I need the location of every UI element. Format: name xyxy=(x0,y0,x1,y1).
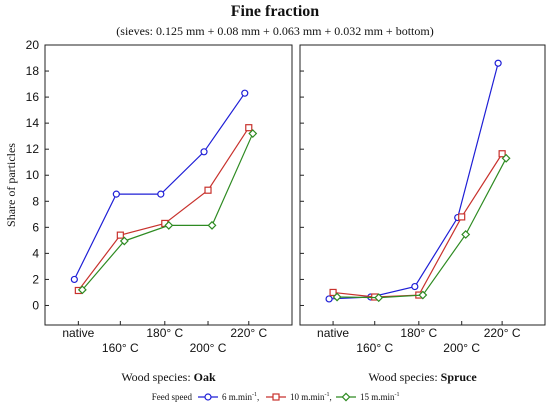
y-tick-label: 4 xyxy=(32,246,39,260)
data-point xyxy=(245,124,253,132)
y-tick-label: 18 xyxy=(26,64,40,78)
x-tick-label: 160° C xyxy=(102,341,139,355)
y-tick-label: 14 xyxy=(26,116,40,130)
panel-oak: 0 2 4 6 8 10 12 14 16 18 20 native 160° C 180° C 200° … xyxy=(26,38,293,384)
series-3 xyxy=(332,153,511,303)
y-tick-label: 16 xyxy=(26,90,40,104)
x-tick-label: 220° C xyxy=(230,326,267,340)
data-point xyxy=(116,231,124,239)
y-axis-title: Share of particles xyxy=(4,143,18,227)
x-tick-label: 160° C xyxy=(356,341,393,355)
series-line xyxy=(333,153,503,298)
series-line xyxy=(329,63,499,300)
x-tick-label: 200° C xyxy=(190,341,227,355)
legend-item: 10 m.min-1, xyxy=(266,392,332,402)
chart-subtitle: (sieves: 0.125 mm + 0.08 mm + 0.063 mm +… xyxy=(116,24,433,38)
plot-frame xyxy=(299,44,546,326)
data-point xyxy=(418,290,428,300)
legend: Feed speed 6 m.min-1, 10 m.min-1, 15 m.min-… xyxy=(152,392,400,402)
data-point xyxy=(458,213,466,221)
series-line xyxy=(77,127,250,291)
data-point xyxy=(332,292,342,302)
data-point xyxy=(157,190,165,198)
data-point xyxy=(207,220,217,230)
data-point xyxy=(204,186,212,194)
y-tick-label: 10 xyxy=(26,168,40,182)
series-2 xyxy=(74,124,253,295)
x-tick-label: native xyxy=(62,326,94,340)
y-tick-label: 12 xyxy=(26,142,40,156)
legend-swatch-marker xyxy=(272,393,280,401)
legend-label: 6 m.min-1, xyxy=(222,392,259,402)
x-axis-title: Wood species: Spruce xyxy=(368,370,477,384)
y-tick-label: 0 xyxy=(32,298,39,312)
data-point xyxy=(164,220,174,230)
legend-title: Feed speed xyxy=(152,392,193,402)
x-tick-label: 220° C xyxy=(484,326,521,340)
x-tick-label: 200° C xyxy=(443,341,480,355)
data-point xyxy=(374,293,384,303)
series-3 xyxy=(77,129,258,295)
data-point xyxy=(70,275,78,284)
data-point xyxy=(119,236,129,246)
legend-label: 15 m.min-1 xyxy=(360,392,400,402)
x-tick-label: 180° C xyxy=(400,326,437,340)
data-point xyxy=(461,230,471,239)
data-point xyxy=(325,295,333,303)
series-1 xyxy=(70,89,249,284)
data-point xyxy=(77,285,87,295)
plot-frame xyxy=(44,44,293,326)
data-point xyxy=(241,89,249,97)
data-point xyxy=(329,288,337,297)
x-tick-label: native xyxy=(317,326,349,340)
data-point xyxy=(494,59,502,67)
data-point xyxy=(200,148,208,156)
panel-spruce: native 160° C 180° C 200° C 220° C Wood speci… xyxy=(299,44,546,384)
y-tick-label: 20 xyxy=(26,38,40,52)
series-2 xyxy=(329,150,506,301)
y-tick-label: 2 xyxy=(32,272,39,286)
x-tick-label: 180° C xyxy=(146,326,183,340)
data-point xyxy=(411,282,419,291)
data-point xyxy=(112,190,120,198)
x-axis-title: Wood species: Oak xyxy=(121,370,216,384)
series-1 xyxy=(325,59,502,303)
data-point xyxy=(501,153,511,163)
legend-item: 15 m.min-1 xyxy=(336,392,400,402)
legend-label: 10 m.min-1, xyxy=(290,392,332,402)
legend-swatch-marker xyxy=(341,392,351,402)
chart-title: Fine fraction xyxy=(231,3,320,20)
data-point xyxy=(248,129,258,139)
data-point xyxy=(498,150,506,158)
chart-panels: 0 2 4 6 8 10 12 14 16 18 20 native 160° C 180° C 200° … xyxy=(26,38,546,384)
legend-swatch-marker xyxy=(204,393,212,401)
y-tick-label: 8 xyxy=(32,194,39,208)
series-line xyxy=(73,92,246,280)
legend-item: 6 m.min-1, xyxy=(198,392,259,402)
y-tick-label: 6 xyxy=(32,220,39,234)
